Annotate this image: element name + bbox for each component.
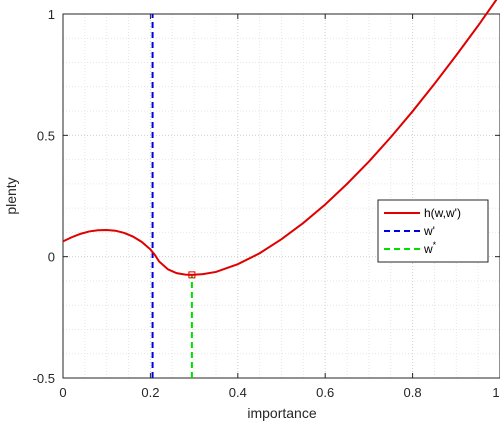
x-tick-label: 1 (492, 385, 499, 400)
y-tick-label: 1 (48, 7, 55, 22)
x-tick-label: 0.2 (141, 385, 159, 400)
x-tick-label: 0.4 (229, 385, 247, 400)
y-tick-label: -0.5 (33, 371, 55, 386)
legend-label: w' (423, 224, 435, 238)
y-tick-label: 0 (48, 250, 55, 265)
x-tick-label: 0 (59, 385, 66, 400)
x-tick-label: 0.6 (316, 385, 334, 400)
legend-superscript: * (433, 240, 437, 250)
x-tick-label: 0.8 (404, 385, 422, 400)
grid (63, 14, 500, 378)
y-tick-label: 0.5 (37, 128, 55, 143)
y-axis-label: plenty (3, 177, 19, 214)
legend-label: h(w,w') (424, 206, 461, 220)
legend: h(w,w')w'w* (378, 200, 488, 262)
x-axis-label: importance (247, 405, 316, 421)
